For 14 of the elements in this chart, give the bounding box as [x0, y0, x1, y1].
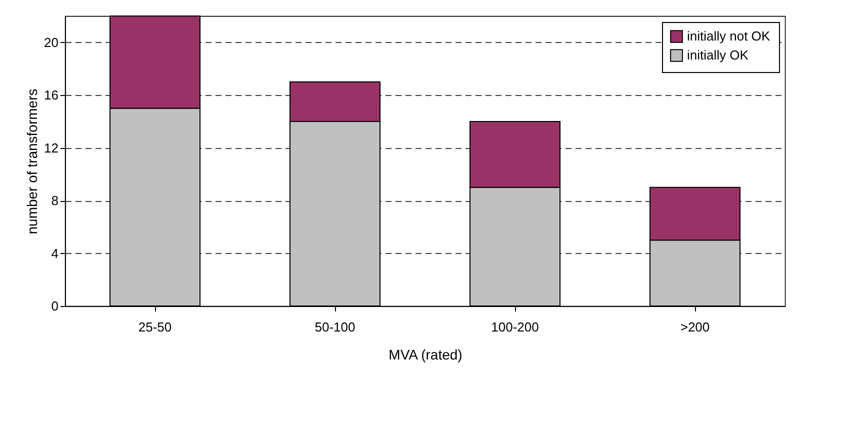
y-tick-label: 16 [44, 88, 58, 103]
legend-label: initially not OK [687, 28, 770, 44]
y-tick-label: 4 [51, 246, 58, 261]
y-tick-label: 12 [44, 140, 58, 156]
x-tick-label: >200 [680, 320, 710, 334]
y-tick-label: 0 [51, 298, 58, 314]
x-tick-label: 50-100 [314, 320, 356, 334]
x-axis-title: MVA (rated) [388, 346, 462, 362]
legend-label: initially OK [687, 48, 749, 62]
y-axis-title: number of transformers [24, 88, 40, 234]
x-tick-label: 25-50 [138, 320, 172, 334]
x-tick-label: 100-200 [491, 320, 539, 334]
y-tick-label: 20 [44, 34, 58, 50]
y-tick-label: 8 [51, 193, 58, 208]
